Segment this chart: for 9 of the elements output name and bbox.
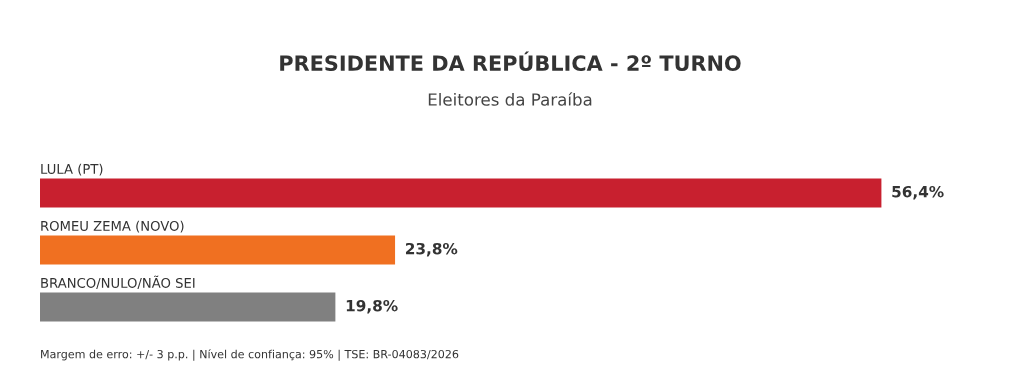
chart-subtitle: Eleitores da Paraíba <box>428 92 592 106</box>
text: Margem de erro: +/- 3 p.p. | Nível de confiança: 95% | TSE: BR-04083/2026 <box>41 349 459 361</box>
y-tick-label: ROMEU ZEMA (NOVO) <box>41 220 184 233</box>
y-tick-label: LULA (PT) <box>41 163 103 176</box>
data-label: 19,8% <box>346 299 398 314</box>
data-label: 23,8% <box>405 242 458 257</box>
y-tick-label: BRANCO/NULO/NÃO SEI <box>41 275 195 289</box>
chart-title: PRESIDENTE DA REPÚBLICA - 2º TURNO <box>280 51 741 72</box>
data-label: 56,4% <box>892 185 944 200</box>
